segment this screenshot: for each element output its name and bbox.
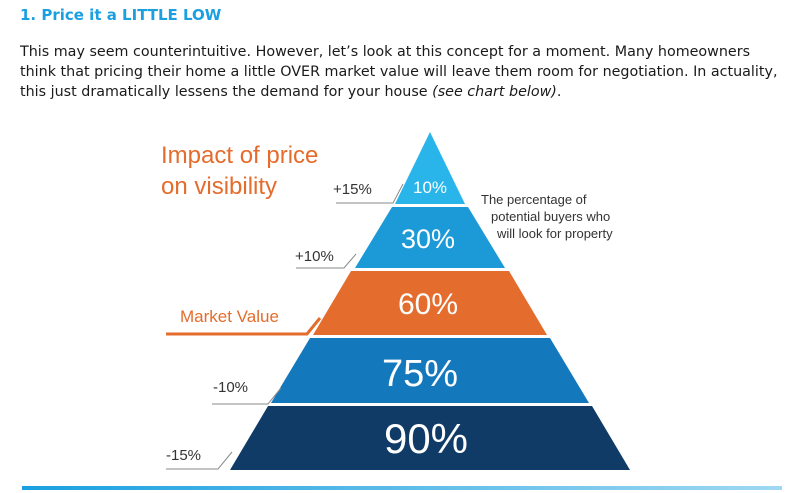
intro-italic-text: (see chart below) (432, 84, 557, 100)
tier-10-percent (395, 132, 465, 204)
tier-90-percent (230, 406, 630, 470)
tier-30-percent (355, 207, 505, 268)
note-line3: will look for property (496, 226, 613, 241)
leader-line-minus-10 (212, 387, 282, 405)
leader-line-plus-10 (296, 253, 357, 269)
intro-end: . (556, 84, 562, 100)
note-line2: potential buyers who (491, 209, 610, 224)
section-heading: 1. Price it a LITTLE LOW (20, 6, 222, 24)
diagram-title-line1: Impact of price (161, 142, 318, 169)
percent-label-30: 30% (401, 224, 455, 254)
note-line1: The percentage of (481, 192, 587, 207)
price-label-minus-15: -15% (166, 447, 201, 464)
bottom-rule (22, 486, 782, 490)
tier-75-percent (271, 338, 589, 403)
percent-label-10: 10% (413, 178, 447, 197)
market-value-line (166, 317, 322, 336)
leader-line-plus-15 (336, 183, 404, 204)
percent-label-75: 75% (382, 353, 458, 395)
percent-label-90: 90% (384, 415, 468, 462)
price-label-minus-10: -10% (213, 379, 248, 396)
price-label-plus-10: +10% (295, 248, 334, 265)
intro-paragraph: This may seem counterintuitive. However,… (20, 42, 790, 102)
intro-text: This may seem counterintuitive. However,… (20, 44, 778, 100)
diagram-title-line2: on visibility (161, 173, 277, 200)
leader-line-minus-15 (166, 451, 233, 470)
percent-label-60: 60% (398, 288, 458, 321)
market-value-label: Market Value (180, 307, 279, 326)
tier-60-percent (313, 271, 547, 335)
price-label-plus-15: +15% (333, 181, 372, 198)
